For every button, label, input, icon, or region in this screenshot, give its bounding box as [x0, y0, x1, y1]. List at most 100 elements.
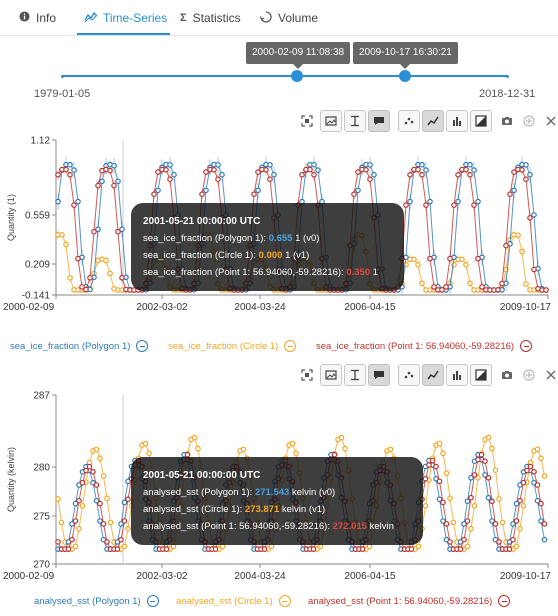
- data-point: [538, 500, 544, 507]
- data-point: [155, 187, 161, 194]
- data-point: [471, 202, 477, 208]
- data-point: [95, 182, 101, 189]
- time-range-slider-track[interactable]: [62, 75, 508, 77]
- legend-item-circle[interactable]: analysed_sst (Circle 1): [176, 595, 291, 607]
- fit-button[interactable]: [296, 110, 318, 132]
- data-point: [93, 482, 100, 488]
- data-point: [72, 518, 79, 524]
- data-point: [103, 257, 109, 264]
- data-point: [475, 198, 481, 205]
- data-point: [467, 161, 473, 168]
- tab-volume[interactable]: Volume: [259, 0, 318, 36]
- data-point: [65, 546, 72, 552]
- add-icon: [523, 115, 535, 127]
- data-point: [371, 171, 377, 178]
- image-button[interactable]: [320, 364, 342, 386]
- data-point: [523, 176, 529, 183]
- camera-button[interactable]: [496, 364, 518, 386]
- tooltip-row-value: 0.000: [258, 250, 283, 261]
- end-time-label: 2009-10-17 16:30:21: [353, 42, 458, 69]
- contrast-button[interactable]: [470, 110, 492, 132]
- data-point: [534, 446, 541, 453]
- start-time-handle[interactable]: [291, 70, 303, 82]
- chart-tooltip: 2001-05-21 00:00:00 UTC analysed_sst (Po…: [131, 457, 423, 545]
- tab-statistics[interactable]: Σ Statistics: [180, 0, 241, 36]
- remove-series-icon[interactable]: [136, 340, 149, 352]
- data-point: [523, 162, 529, 168]
- fit-button[interactable]: [296, 364, 318, 386]
- data-point: [67, 171, 73, 178]
- line-button[interactable]: [422, 364, 444, 386]
- legend-item-polygon[interactable]: sea_ice_fraction (Polygon 1): [10, 340, 149, 352]
- remove-series-icon[interactable]: [146, 595, 159, 607]
- data-point: [468, 494, 474, 501]
- tab-info[interactable]: Info: [19, 0, 56, 36]
- legend-item-polygon[interactable]: analysed_sst (Polygon 1): [34, 595, 159, 607]
- data-point: [513, 518, 520, 524]
- y-tick-label: -0.141: [22, 291, 51, 302]
- end-time-handle[interactable]: [399, 70, 411, 82]
- timeseries-icon: [84, 11, 98, 25]
- legend-item-point[interactable]: analysed_sst (Point 1: 56.94060,-59.2821…: [308, 595, 511, 607]
- remove-series-icon[interactable]: [278, 595, 291, 607]
- data-point: [513, 500, 520, 507]
- text-height-button[interactable]: [344, 110, 366, 132]
- scatter-button[interactable]: [398, 110, 420, 132]
- data-point: [163, 166, 169, 173]
- add-button[interactable]: [518, 364, 540, 386]
- image-icon: [325, 115, 337, 127]
- camera-button[interactable]: [496, 110, 518, 132]
- legend-label: sea_ice_fraction (Point 1: 56.94060,-59.…: [316, 340, 515, 352]
- data-point: [464, 518, 471, 524]
- close-button[interactable]: [540, 110, 558, 132]
- data-point: [431, 284, 437, 290]
- data-point: [267, 176, 273, 183]
- scatter-button[interactable]: [398, 364, 420, 386]
- legend-item-circle[interactable]: sea_ice_fraction (Circle 1): [168, 340, 297, 352]
- remove-series-icon[interactable]: [520, 340, 533, 352]
- comment-button[interactable]: [368, 364, 390, 386]
- legend-item-point[interactable]: sea_ice_fraction (Point 1: 56.94060,-59.…: [316, 340, 533, 352]
- data-point: [447, 255, 453, 262]
- data-point: [475, 474, 481, 481]
- data-point: [427, 255, 433, 262]
- data-point: [519, 248, 525, 255]
- close-button[interactable]: [540, 364, 558, 386]
- comment-button[interactable]: [368, 110, 390, 132]
- data-point: [363, 166, 369, 173]
- legend-label: sea_ice_fraction (Polygon 1): [10, 340, 131, 352]
- image-button[interactable]: [320, 110, 342, 132]
- data-point: [219, 171, 225, 178]
- data-point: [440, 499, 446, 506]
- data-point: [534, 497, 541, 504]
- bar-button[interactable]: [446, 364, 468, 386]
- tab-time-series[interactable]: Time-Series: [84, 0, 167, 36]
- contrast-button[interactable]: [470, 364, 492, 386]
- remove-series-icon[interactable]: [284, 340, 297, 352]
- data-point: [79, 503, 86, 509]
- data-point: [118, 521, 124, 527]
- data-point: [415, 543, 422, 550]
- data-point: [429, 457, 436, 464]
- tab-bar: Info Time-Series Σ Statistics Volume: [0, 0, 558, 36]
- data-point: [461, 521, 467, 527]
- data-point: [293, 450, 299, 457]
- info-icon: [19, 11, 30, 25]
- tooltip-row-value: 273.871: [244, 504, 280, 515]
- tooltip-row-value: 272.015: [332, 521, 367, 532]
- data-point: [489, 518, 495, 524]
- data-point: [450, 519, 457, 526]
- data-point: [91, 228, 97, 235]
- remove-series-icon[interactable]: [498, 595, 511, 607]
- close-icon: [545, 115, 557, 127]
- x-tick-label: 2006-04-15: [344, 302, 396, 313]
- bar-button[interactable]: [446, 110, 468, 132]
- text-height-button[interactable]: [344, 364, 366, 386]
- data-point: [463, 261, 469, 268]
- data-point: [271, 171, 277, 178]
- add-button[interactable]: [518, 110, 540, 132]
- data-point: [76, 497, 82, 504]
- line-button[interactable]: [422, 110, 444, 132]
- bar-icon: [451, 115, 463, 127]
- tooltip-title: 2001-05-21 00:00:00 UTC: [143, 470, 261, 481]
